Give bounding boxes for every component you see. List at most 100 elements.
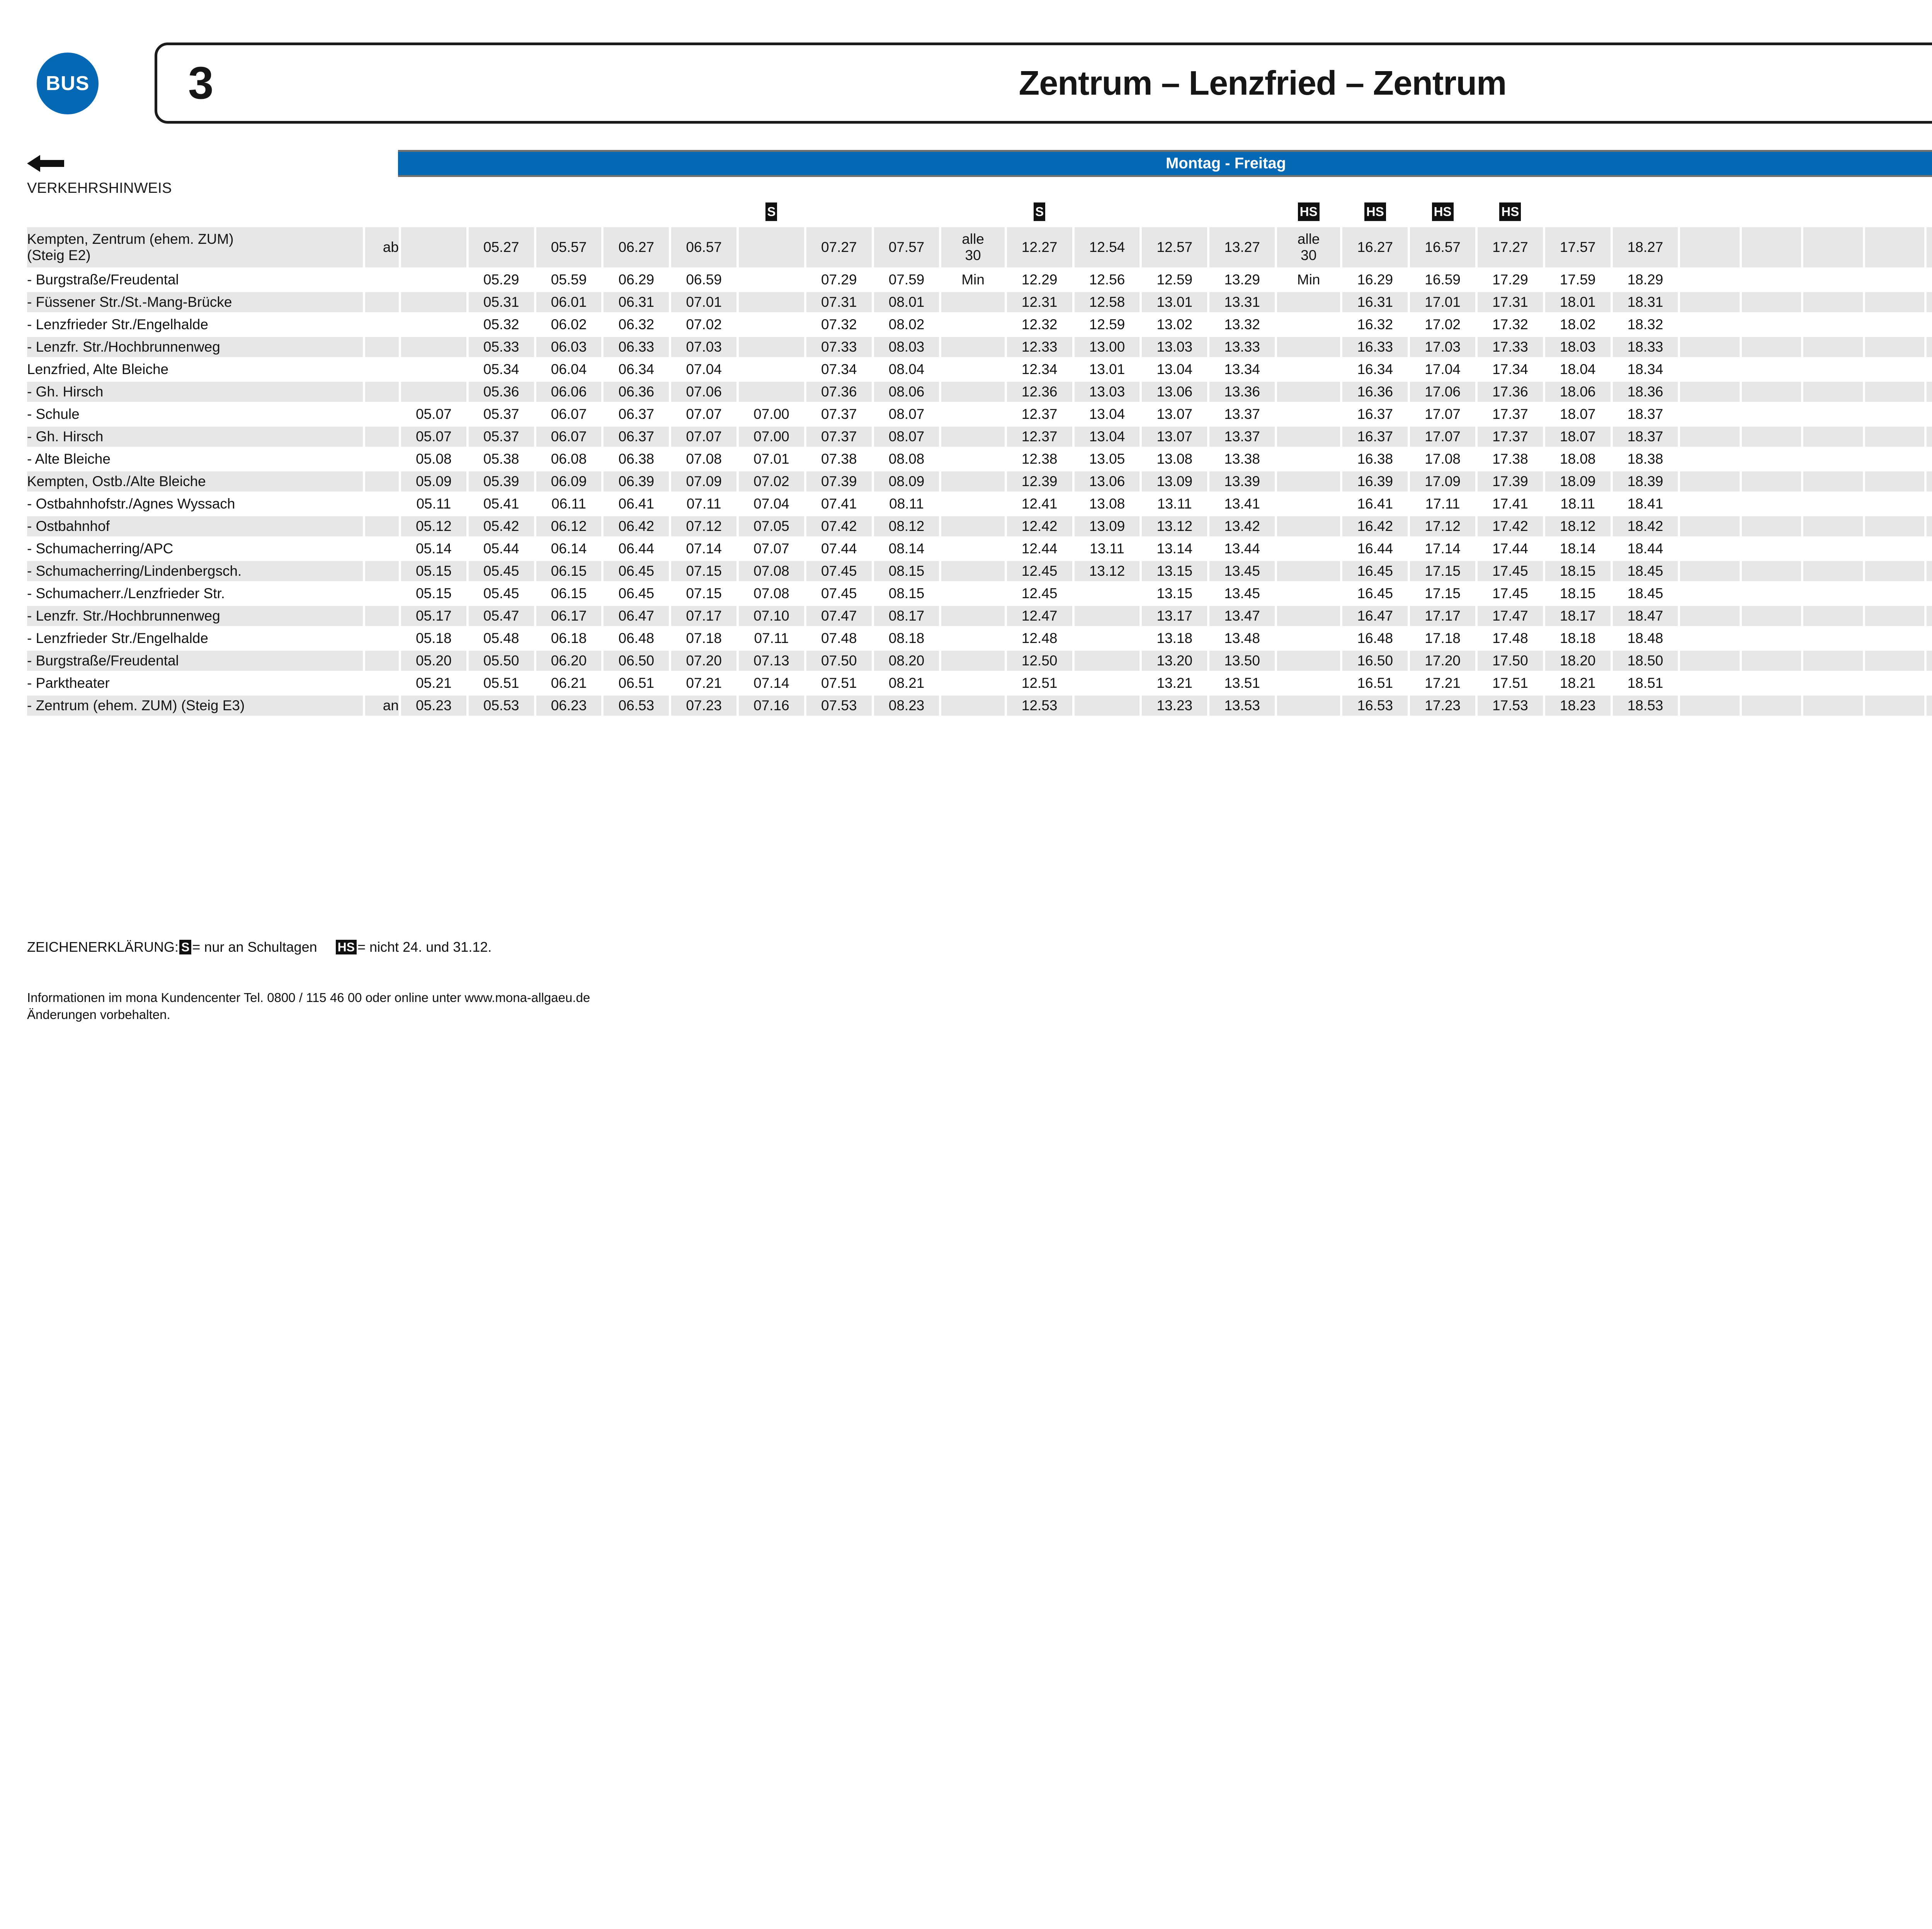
stop-name-cell: - Ostbahnhof <box>27 516 363 536</box>
empty-time-cell <box>1742 696 1801 716</box>
stop-name-cell: - Schumacherr./Lenzfrieder Str. <box>27 585 225 601</box>
departure-time-cell: 17.31 <box>1478 292 1543 312</box>
departure-time-cell: 05.14 <box>416 541 452 556</box>
departure-time-cell: 06.53 <box>604 696 669 716</box>
empty-time-cell <box>1927 651 1932 671</box>
departure-time-cell: 06.18 <box>551 630 587 646</box>
departure-time-cell: 05.11 <box>416 496 451 512</box>
departure-time-cell: 12.41 <box>1021 496 1058 512</box>
empty-time-cell <box>1803 404 1862 424</box>
departure-time-cell: 16.50 <box>1342 651 1408 671</box>
departure-time-cell: 13.50 <box>1209 651 1275 671</box>
departure-time-cell: 16.31 <box>1342 292 1408 312</box>
departure-time-cell: 07.08 <box>753 585 789 601</box>
departure-time-cell: 07.15 <box>686 585 722 601</box>
stop-name-cell: - Alte Bleiche <box>27 451 111 467</box>
departure-time-cell: 17.15 <box>1425 585 1461 601</box>
departure-time-cell <box>1277 651 1340 671</box>
departure-time-cell: 06.45 <box>604 561 669 581</box>
arrival-departure-marker <box>365 494 399 514</box>
departure-time-cell: 18.36 <box>1612 382 1678 402</box>
empty-time-cell <box>1680 427 1740 447</box>
departure-time-cell: 06.07 <box>551 406 587 422</box>
departure-time-cell: 05.15 <box>401 561 466 581</box>
departure-time-cell: 12.42 <box>1007 516 1072 536</box>
departure-time-cell: 07.48 <box>821 630 857 646</box>
bus-mode-badge: BUS <box>37 53 99 114</box>
departure-time-cell <box>1277 292 1340 312</box>
arrival-departure-marker <box>365 449 399 469</box>
departure-time-cell <box>1075 673 1140 693</box>
departure-time-cell: 13.45 <box>1209 561 1275 581</box>
table-row: - Ostbahnhofstr./Agnes Wyssach 05.11 05.41… <box>27 494 1932 514</box>
departure-time-cell: 16.48 <box>1357 630 1393 646</box>
departure-time-cell <box>941 337 1005 357</box>
departure-time-cell: 18.03 <box>1545 337 1611 357</box>
departure-time-cell: 12.27 <box>1007 227 1072 267</box>
departure-time-cell: 13.11 <box>1157 496 1192 512</box>
table-row: - Parktheater 05.21 05.51 06.21 06.51 07.21 07… <box>27 673 1932 693</box>
departure-time-cell <box>1277 471 1340 492</box>
departure-time-cell: 17.14 <box>1425 541 1461 556</box>
empty-time-cell <box>1927 404 1932 424</box>
table-row: - Ostbahnhof 05.12 05.42 06.12 06.42 07.12 07.… <box>27 516 1932 536</box>
departure-time-cell: 07.08 <box>686 451 722 467</box>
departure-time-cell: 12.59 <box>1089 316 1125 332</box>
arrival-departure-marker <box>365 673 399 693</box>
departure-time-cell: 12.36 <box>1007 382 1072 402</box>
departure-time-cell: 18.45 <box>1627 585 1663 601</box>
departure-time-cell <box>1277 494 1340 514</box>
empty-time-cell <box>1680 516 1740 536</box>
empty-time-cell <box>1927 583 1932 604</box>
school-day-symbol: S <box>765 202 777 221</box>
departure-time-cell: 08.12 <box>874 516 939 536</box>
stop-name-cell: - Schumacherring/APC <box>27 541 173 556</box>
departure-time-cell: 16.27 <box>1342 227 1408 267</box>
departure-time-cell: 17.53 <box>1478 696 1543 716</box>
empty-time-cell <box>1680 606 1740 626</box>
departure-time-cell: 13.37 <box>1224 406 1260 422</box>
departure-time-cell: 05.18 <box>416 630 452 646</box>
departure-time-cell: 05.59 <box>551 272 587 287</box>
arrival-departure-marker <box>365 270 399 290</box>
departure-time-cell <box>1074 651 1140 671</box>
direction-arrow-icon <box>27 150 70 177</box>
departure-time-cell <box>739 359 804 379</box>
departure-time-cell: 13.36 <box>1209 382 1275 402</box>
departure-time-cell: 18.06 <box>1545 382 1611 402</box>
table-row: - Lenzfrieder Str./Engelhalde 05.18 05.48 0… <box>27 628 1932 648</box>
departure-time-cell: alle 30 <box>1277 227 1340 267</box>
departure-time-cell: 06.51 <box>618 675 655 691</box>
departure-time-cell: 07.13 <box>739 651 804 671</box>
departure-time-cell: 13.12 <box>1142 516 1208 536</box>
table-row: Kempten, Ostb./Alte Bleiche 05.09 05.39 06.… <box>27 471 1932 492</box>
departure-time-cell <box>1277 315 1340 335</box>
departure-time-cell <box>941 382 1005 402</box>
route-number: 3 <box>188 58 214 109</box>
departure-time-cell: 06.21 <box>551 675 587 691</box>
departure-time-cell: Min <box>1297 272 1320 287</box>
departure-time-cell: 18.41 <box>1627 496 1663 512</box>
table-row: - Zentrum (ehem. ZUM) (Steig E3) an 05.23 0… <box>27 696 1932 716</box>
departure-time-cell <box>1277 561 1340 581</box>
empty-time-cell <box>1680 539 1739 559</box>
empty-time-cell <box>1742 471 1801 492</box>
empty-time-cell <box>1803 382 1863 402</box>
departure-time-cell: 08.17 <box>874 606 939 626</box>
departure-time-cell: 12.57 <box>1142 227 1208 267</box>
empty-time-cell <box>1742 227 1801 267</box>
table-row: - Schule 05.07 05.37 06.07 06.37 07.07 07.00 07… <box>27 404 1932 424</box>
departure-time-cell <box>941 359 1004 379</box>
departure-time-cell: 06.03 <box>536 337 602 357</box>
departure-time-cell: 13.34 <box>1224 361 1260 377</box>
departure-time-cell <box>941 696 1005 716</box>
empty-time-cell <box>1865 315 1924 335</box>
departure-time-cell: 07.37 <box>806 427 872 447</box>
departure-time-cell: 05.21 <box>416 675 452 691</box>
departure-time-cell: 13.07 <box>1142 427 1208 447</box>
day-band-label: Montag - Freitag <box>1165 155 1286 172</box>
empty-time-cell <box>1680 382 1740 402</box>
departure-time-cell <box>1075 628 1140 648</box>
info-disclaimer-line: Änderungen vorbehalten. <box>27 1007 170 1022</box>
departure-time-cell <box>401 382 466 402</box>
